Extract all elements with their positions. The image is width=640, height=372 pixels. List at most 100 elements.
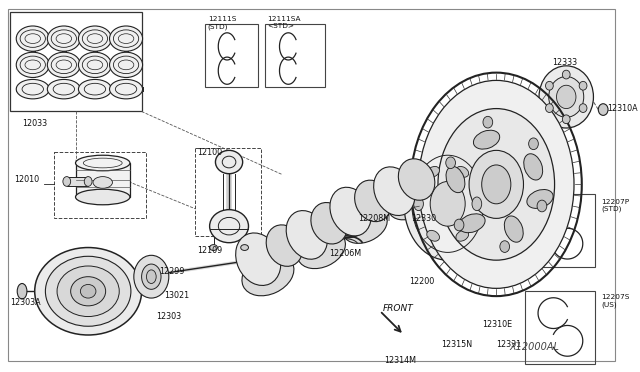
Ellipse shape xyxy=(427,230,440,241)
Ellipse shape xyxy=(79,80,111,99)
Text: 12207S
(US): 12207S (US) xyxy=(601,294,630,308)
Text: 12109: 12109 xyxy=(197,246,222,254)
Text: 12200: 12200 xyxy=(409,277,434,286)
Ellipse shape xyxy=(459,214,485,233)
Ellipse shape xyxy=(430,182,465,226)
Ellipse shape xyxy=(242,254,294,296)
Text: 13021: 13021 xyxy=(164,291,189,300)
Ellipse shape xyxy=(539,66,593,128)
Bar xyxy=(525,291,595,364)
Ellipse shape xyxy=(236,233,281,285)
Ellipse shape xyxy=(446,166,465,193)
Text: 12207P
(STD): 12207P (STD) xyxy=(601,199,630,212)
Ellipse shape xyxy=(51,288,57,295)
Ellipse shape xyxy=(84,177,92,186)
Ellipse shape xyxy=(266,225,303,266)
Text: 12331: 12331 xyxy=(496,340,522,349)
Text: 12303A: 12303A xyxy=(10,298,41,307)
Bar xyxy=(54,152,147,218)
Ellipse shape xyxy=(355,180,391,222)
Bar xyxy=(10,12,141,112)
Ellipse shape xyxy=(45,256,131,326)
Ellipse shape xyxy=(79,52,111,77)
Ellipse shape xyxy=(483,116,493,128)
Ellipse shape xyxy=(330,187,371,236)
Ellipse shape xyxy=(210,210,248,243)
Ellipse shape xyxy=(469,150,524,218)
Ellipse shape xyxy=(57,266,119,317)
Ellipse shape xyxy=(70,277,106,306)
Ellipse shape xyxy=(47,80,81,99)
Ellipse shape xyxy=(398,159,435,200)
Ellipse shape xyxy=(438,109,555,260)
Ellipse shape xyxy=(134,255,169,298)
Ellipse shape xyxy=(81,285,96,298)
Ellipse shape xyxy=(548,77,584,117)
Ellipse shape xyxy=(404,147,492,260)
Ellipse shape xyxy=(557,85,576,109)
Ellipse shape xyxy=(16,80,49,99)
Bar xyxy=(205,24,258,87)
Text: 12310E: 12310E xyxy=(482,320,512,330)
Text: 12315N: 12315N xyxy=(441,340,472,349)
Ellipse shape xyxy=(241,245,248,250)
Ellipse shape xyxy=(474,130,500,149)
Bar xyxy=(67,177,88,186)
Bar xyxy=(525,194,595,267)
Bar xyxy=(195,148,261,236)
Ellipse shape xyxy=(93,177,113,188)
Ellipse shape xyxy=(529,138,538,150)
Text: 12330: 12330 xyxy=(411,214,436,222)
Ellipse shape xyxy=(63,177,70,186)
Ellipse shape xyxy=(545,81,554,90)
Ellipse shape xyxy=(388,188,429,220)
Bar xyxy=(76,163,130,197)
Ellipse shape xyxy=(16,26,49,51)
Ellipse shape xyxy=(147,270,156,283)
Ellipse shape xyxy=(454,219,464,231)
Text: 12314M: 12314M xyxy=(385,356,417,365)
Ellipse shape xyxy=(76,189,130,205)
Ellipse shape xyxy=(446,157,456,169)
Ellipse shape xyxy=(482,165,511,204)
Ellipse shape xyxy=(216,150,243,174)
Text: X12000AL: X12000AL xyxy=(510,343,560,353)
Ellipse shape xyxy=(47,52,81,77)
Text: 12333: 12333 xyxy=(552,58,578,67)
Bar xyxy=(265,24,325,87)
Ellipse shape xyxy=(563,115,570,124)
Text: 12310A: 12310A xyxy=(607,104,637,113)
Ellipse shape xyxy=(579,104,587,112)
Text: 12111SA
<STD>: 12111SA <STD> xyxy=(267,16,300,29)
Ellipse shape xyxy=(76,155,130,171)
Ellipse shape xyxy=(500,241,509,253)
Text: 12208M: 12208M xyxy=(358,214,390,222)
Text: 12111S
(STD): 12111S (STD) xyxy=(207,16,236,30)
Text: 12033: 12033 xyxy=(22,119,47,128)
Ellipse shape xyxy=(298,230,346,269)
Ellipse shape xyxy=(210,245,218,250)
Ellipse shape xyxy=(472,197,482,211)
Text: 12299: 12299 xyxy=(159,267,184,276)
Ellipse shape xyxy=(286,211,328,259)
Ellipse shape xyxy=(504,216,524,242)
Ellipse shape xyxy=(537,200,547,212)
Ellipse shape xyxy=(141,264,161,289)
Ellipse shape xyxy=(79,26,111,51)
Ellipse shape xyxy=(563,70,570,79)
Text: FRONT: FRONT xyxy=(383,304,413,313)
Ellipse shape xyxy=(47,26,81,51)
Ellipse shape xyxy=(419,80,574,288)
Ellipse shape xyxy=(579,81,587,90)
Ellipse shape xyxy=(343,209,387,243)
Ellipse shape xyxy=(524,154,543,180)
Text: 12010: 12010 xyxy=(14,175,40,184)
Ellipse shape xyxy=(413,197,424,211)
Ellipse shape xyxy=(456,230,468,241)
Ellipse shape xyxy=(109,80,143,99)
Ellipse shape xyxy=(35,247,141,335)
Ellipse shape xyxy=(311,202,348,244)
Ellipse shape xyxy=(456,166,468,177)
Text: 12303: 12303 xyxy=(156,312,181,321)
Ellipse shape xyxy=(545,104,554,112)
